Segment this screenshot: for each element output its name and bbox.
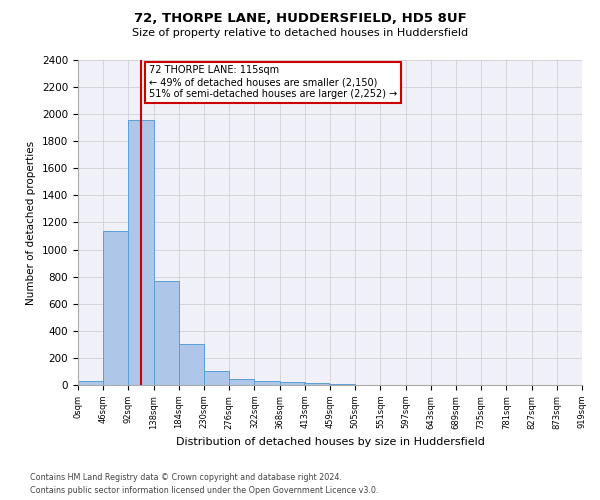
Text: Size of property relative to detached houses in Huddersfield: Size of property relative to detached ho… [132,28,468,38]
Text: Contains public sector information licensed under the Open Government Licence v3: Contains public sector information licen… [30,486,379,495]
Bar [154,280,179,385]
Bar [254,381,280,385]
Bar [280,382,305,385]
X-axis label: Distribution of detached houses by size in Huddersfield: Distribution of detached houses by size … [176,437,484,447]
Text: Contains HM Land Registry data © Crown copyright and database right 2024.: Contains HM Land Registry data © Crown c… [30,474,342,482]
Y-axis label: Number of detached properties: Number of detached properties [26,140,37,304]
Bar [179,344,204,385]
Bar [204,372,229,385]
Bar [229,380,254,385]
Bar [78,381,103,385]
Bar [304,383,329,385]
Text: 72, THORPE LANE, HUDDERSFIELD, HD5 8UF: 72, THORPE LANE, HUDDERSFIELD, HD5 8UF [134,12,466,26]
Text: 72 THORPE LANE: 115sqm
← 49% of detached houses are smaller (2,150)
51% of semi-: 72 THORPE LANE: 115sqm ← 49% of detached… [149,66,397,98]
Bar [329,384,355,385]
Bar [128,120,154,385]
Bar [103,230,128,385]
